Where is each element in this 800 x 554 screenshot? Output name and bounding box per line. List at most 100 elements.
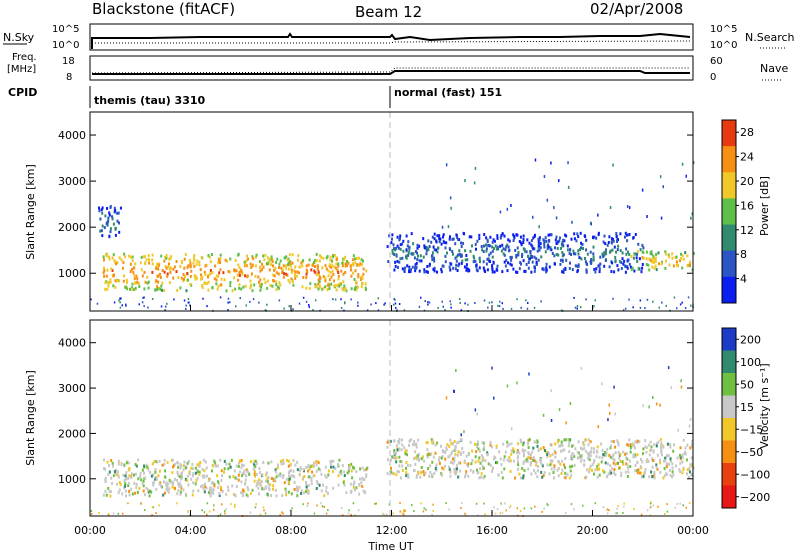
data-cell: [291, 261, 294, 265]
data-cell: [294, 276, 297, 280]
sparse-cell: [449, 196, 452, 200]
data-cell: [211, 490, 214, 493]
data-cell: [288, 477, 291, 481]
noise-cell: [576, 307, 578, 310]
data-cell: [598, 267, 601, 271]
data-cell: [634, 233, 637, 236]
data-cell: [159, 287, 162, 291]
data-cell: [635, 256, 638, 260]
data-cell: [327, 473, 330, 477]
data-cell: [152, 473, 155, 477]
data-cell: [197, 470, 200, 474]
data-cell: [127, 461, 130, 465]
data-cell: [254, 264, 257, 268]
noise-cell: [616, 512, 618, 515]
data-cell: [265, 486, 267, 490]
noise-cell: [606, 512, 609, 515]
data-cell: [486, 268, 489, 272]
data-cell: [223, 467, 226, 471]
data-cell: [120, 258, 123, 262]
data-cell: [610, 440, 613, 443]
data-cell: [574, 252, 577, 256]
noise-cell: [151, 514, 153, 516]
data-cell: [515, 254, 518, 257]
data-cell: [535, 260, 538, 264]
data-cell: [561, 258, 564, 262]
data-cell: [350, 469, 353, 473]
data-cell: [553, 464, 556, 468]
data-cell: [524, 249, 526, 253]
data-cell: [251, 488, 254, 492]
data-cell: [634, 440, 637, 444]
data-cell: [308, 287, 311, 290]
data-cell: [238, 461, 240, 465]
data-cell: [177, 465, 180, 469]
noise-cell: [394, 302, 397, 305]
data-cell: [645, 446, 648, 450]
data-cell: [134, 463, 137, 466]
data-cell: [350, 462, 353, 466]
data-cell: [347, 469, 350, 473]
data-cell: [456, 467, 458, 471]
sparse-cell: [534, 158, 537, 162]
data-cell: [117, 475, 120, 479]
data-cell: [686, 254, 689, 258]
data-cell: [593, 235, 596, 239]
data-cell: [508, 443, 511, 447]
data-cell: [518, 451, 521, 455]
data-cell: [397, 246, 400, 250]
data-cell: [543, 471, 546, 475]
data-cell: [105, 222, 108, 226]
noise-cell: [612, 297, 614, 300]
data-cell: [229, 281, 232, 284]
data-cell: [118, 256, 121, 260]
data-cell: [394, 455, 397, 459]
data-cell: [542, 446, 545, 450]
data-cell: [211, 286, 214, 290]
data-cell: [206, 282, 209, 285]
data-cell: [475, 268, 478, 272]
data-cell: [217, 261, 220, 265]
data-cell: [163, 480, 165, 484]
data-cell: [320, 489, 323, 493]
data-cell: [634, 469, 637, 473]
data-cell: [464, 258, 467, 262]
data-cell: [682, 438, 685, 442]
sparse-cell: [667, 366, 670, 370]
data-cell: [554, 246, 556, 250]
data-cell: [485, 243, 488, 247]
data-cell: [415, 475, 418, 479]
data-cell: [195, 262, 198, 266]
nsky-tick-top: 10^5: [52, 24, 79, 35]
data-cell: [431, 440, 433, 444]
data-cell: [179, 463, 182, 466]
data-cell: [215, 282, 218, 286]
noise-cell: [233, 506, 236, 508]
data-cell: [630, 443, 633, 447]
data-cell: [155, 477, 158, 481]
data-cell: [569, 247, 572, 251]
colorbar-tick-label: 16: [740, 199, 754, 212]
data-cell: [204, 485, 207, 489]
data-cell: [570, 454, 573, 458]
data-cell: [462, 450, 465, 454]
noise-cell: [606, 508, 609, 511]
data-cell: [395, 451, 398, 455]
data-cell: [663, 459, 665, 463]
noise-cell: [424, 300, 426, 302]
data-cell: [580, 446, 582, 450]
data-cell: [213, 484, 216, 488]
data-cell: [619, 232, 622, 236]
data-cell: [408, 444, 410, 447]
data-cell: [668, 263, 671, 267]
data-cell: [344, 287, 347, 291]
data-cell: [327, 269, 330, 273]
velocity-xlabel: Time UT: [367, 540, 413, 553]
data-cell: [311, 464, 314, 468]
data-cell: [218, 492, 221, 495]
data-cell: [441, 264, 444, 268]
data-cell: [474, 242, 477, 246]
data-cell: [107, 486, 110, 490]
data-cell: [315, 487, 318, 490]
